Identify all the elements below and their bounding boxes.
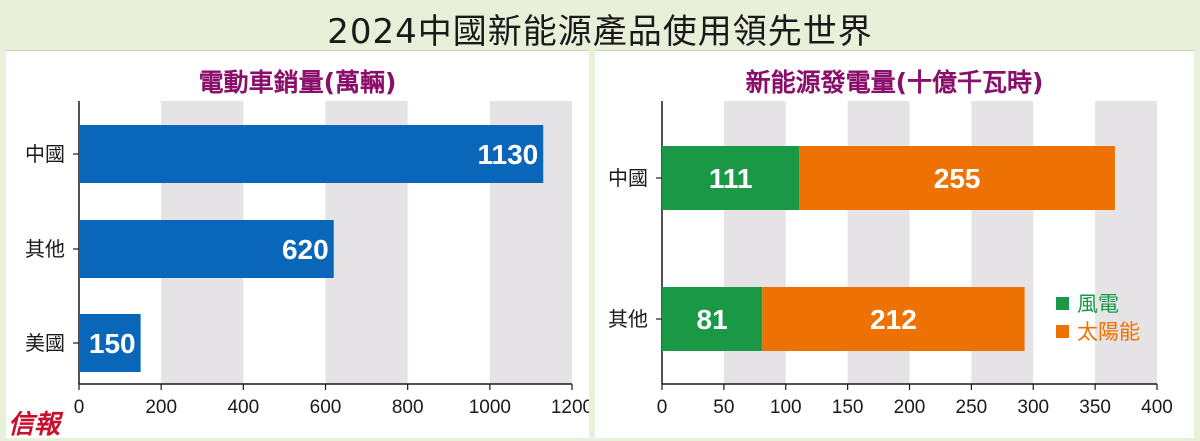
legend-swatch-solar <box>1056 325 1069 338</box>
ev-tick-label: 1200 <box>551 397 589 418</box>
ev-tick-label: 800 <box>392 397 424 418</box>
energy-tick-label: 100 <box>770 397 802 418</box>
energy-category-label: 中國 <box>608 166 648 190</box>
legend-label-wind: 風電 <box>1077 288 1119 318</box>
legend-item-solar: 太陽能 <box>1056 317 1140 345</box>
ev-sales-chart: 0 200 400 600 800 1000 1200 中國 1130 其他 620 美國 150 <box>6 51 589 438</box>
ev-category-label: 其他 <box>25 237 65 261</box>
energy-tick-label: 250 <box>956 397 988 418</box>
ev-tick-label: 600 <box>310 397 342 418</box>
energy-bar-value-label: 255 <box>934 163 981 194</box>
energy-tick-label: 0 <box>657 397 668 418</box>
energy-tick-label: 200 <box>894 397 926 418</box>
energy-tick-label: 350 <box>1079 397 1111 418</box>
energy-tick-label: 300 <box>1017 397 1049 418</box>
ev-bar-value-label: 1130 <box>477 139 538 170</box>
energy-category-label: 其他 <box>608 307 648 331</box>
energy-bar-value-label: 81 <box>697 304 728 335</box>
legend-item-wind: 風電 <box>1056 289 1140 317</box>
ev-tick-label: 0 <box>74 397 85 418</box>
ev-bar-value-label: 620 <box>282 234 329 265</box>
ev-category-label: 美國 <box>25 331 65 355</box>
ev-bar-value-label: 150 <box>89 328 136 359</box>
page-title: 2024中國新能源產品使用領先世界 <box>0 4 1200 53</box>
ev-tick-label: 400 <box>227 397 259 418</box>
publisher-logo: 信報 <box>8 404 60 441</box>
energy-chart: 0 50 100 150 200 250 300 350 400 中國 111 255 其他 81 212 <box>595 51 1194 438</box>
legend-label-solar: 太陽能 <box>1077 316 1140 346</box>
energy-bar-value-label: 212 <box>870 304 917 335</box>
energy-tick-label: 150 <box>832 397 864 418</box>
energy-panel: 新能源發電量(十億千瓦時) 0 50 100 150 200 250 300 350 400 中國… <box>595 50 1194 438</box>
energy-legend: 風電 太陽能 <box>1056 289 1140 345</box>
ev-category-label: 中國 <box>25 142 65 166</box>
ev-bar <box>79 125 543 183</box>
energy-tick-label: 50 <box>713 397 734 418</box>
ev-tick-label: 1000 <box>469 397 511 418</box>
energy-bar-value-label: 111 <box>709 163 753 194</box>
ev-tick-label: 200 <box>145 397 177 418</box>
ev-sales-panel: 電動車銷量(萬輛) 0 200 400 600 800 1000 1200 中國 1130 其他 6… <box>6 50 589 438</box>
energy-tick-label: 400 <box>1141 397 1173 418</box>
legend-swatch-wind <box>1056 297 1069 310</box>
